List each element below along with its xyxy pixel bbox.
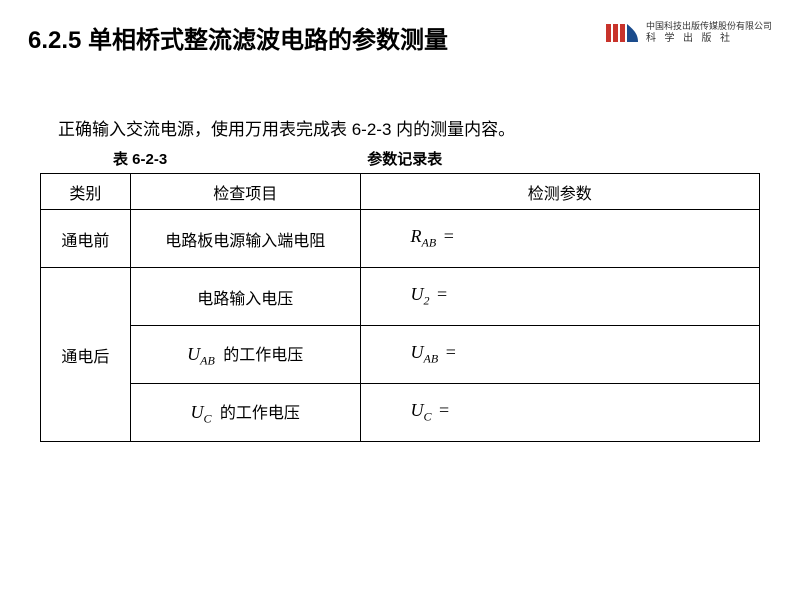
table-caption: 表 6-2-3 参数记录表 — [113, 148, 772, 169]
subscript: AB — [422, 236, 437, 250]
cell-param: RAB = — [360, 210, 759, 268]
header-category: 类别 — [41, 174, 131, 210]
subscript: AB — [200, 353, 215, 367]
symbol: U — [411, 342, 424, 362]
cell-item: 电路板电源输入端电阻 — [130, 210, 360, 268]
table-row: UAB 的工作电压 UAB = — [41, 326, 760, 384]
item-suffix: 的工作电压 — [215, 405, 299, 422]
item-suffix: 的工作电压 — [219, 347, 303, 364]
intro-text: 正确输入交流电源，使用万用表完成表 6-2-3 内的测量内容。 — [58, 115, 772, 140]
page-title: 6.2.5 单相桥式整流滤波电路的参数测量 — [28, 20, 448, 55]
symbol: U — [411, 284, 424, 304]
cell-category-after: 通电后 — [41, 268, 131, 442]
header-param: 检测参数 — [360, 174, 759, 210]
table-title: 参数记录表 — [367, 148, 442, 169]
logo-icon — [604, 20, 640, 46]
table-number: 表 6-2-3 — [113, 148, 167, 169]
cell-category-before: 通电前 — [41, 210, 131, 268]
table-header-row: 类别 检查项目 检测参数 — [41, 174, 760, 210]
company-name-full: 中国科技出版传媒股份有限公司 — [646, 21, 772, 33]
publisher-logo: 中国科技出版传媒股份有限公司 科 学 出 版 社 — [604, 20, 772, 46]
subscript: C — [424, 410, 432, 424]
header-item: 检查项目 — [130, 174, 360, 210]
table-row: 通电前 电路板电源输入端电阻 RAB = — [41, 210, 760, 268]
symbol: U — [190, 402, 203, 422]
parameter-table: 类别 检查项目 检测参数 通电前 电路板电源输入端电阻 RAB = 通电后 电路… — [40, 173, 760, 442]
symbol: R — [411, 226, 422, 246]
symbol: U — [411, 400, 424, 420]
cell-item: UC 的工作电压 — [130, 384, 360, 442]
logo-text: 中国科技出版传媒股份有限公司 科 学 出 版 社 — [646, 21, 772, 46]
symbol: U — [187, 344, 200, 364]
cell-item: UAB 的工作电压 — [130, 326, 360, 384]
cell-param: UC = — [360, 384, 759, 442]
subscript: 2 — [424, 294, 430, 308]
cell-item: 电路输入电压 — [130, 268, 360, 326]
table-row: UC 的工作电压 UC = — [41, 384, 760, 442]
cell-param: U2 = — [360, 268, 759, 326]
subscript: C — [203, 411, 211, 425]
table-row: 通电后 电路输入电压 U2 = — [41, 268, 760, 326]
cell-param: UAB = — [360, 326, 759, 384]
subscript: AB — [424, 352, 439, 366]
company-name-short: 科 学 出 版 社 — [646, 32, 772, 45]
